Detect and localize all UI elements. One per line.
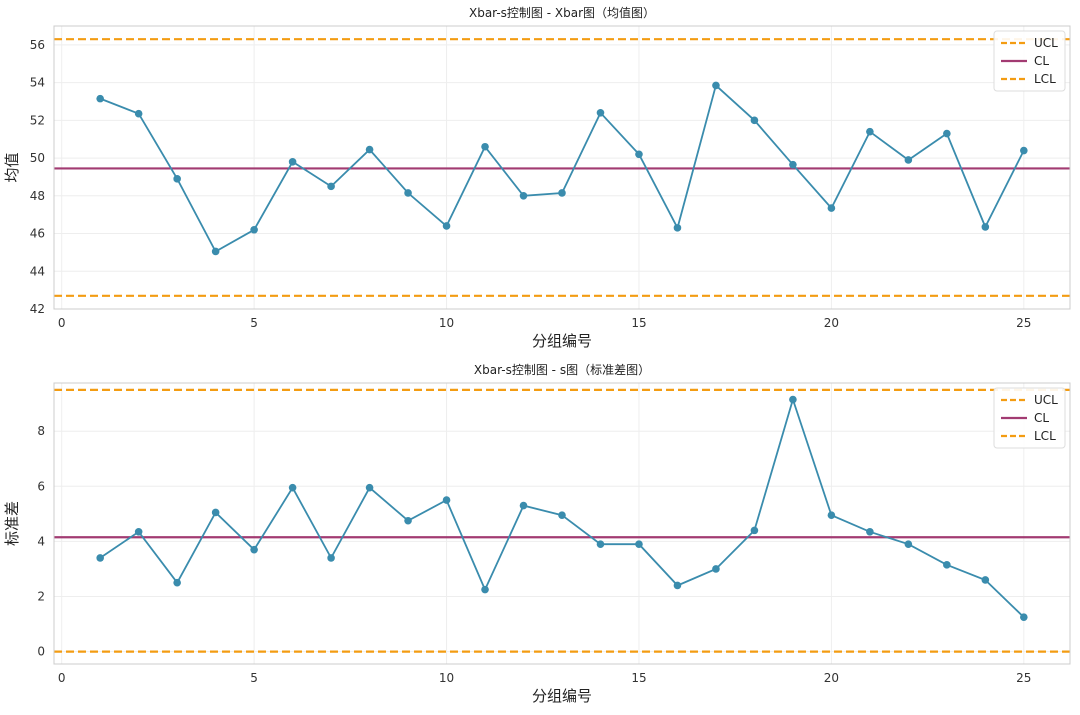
y-tick-label: 4 [37, 534, 45, 548]
data-point [789, 160, 797, 169]
data-point [789, 395, 797, 404]
y-axis-label: 标准差 [3, 501, 21, 546]
data-point [750, 526, 759, 535]
data-point [981, 223, 990, 231]
data-point [673, 581, 682, 590]
legend: UCL CL LCL [993, 387, 1066, 449]
x-tick-label: 0 [58, 316, 66, 330]
data-point [327, 554, 335, 562]
data-point [596, 540, 605, 548]
data-point [519, 192, 528, 200]
legend-label: UCL [1034, 393, 1058, 407]
data-point [904, 156, 913, 164]
y-tick-label: 44 [30, 264, 45, 278]
x-axis-label: 分组编号 [532, 332, 592, 350]
x-tick-label: 20 [824, 671, 839, 685]
data-point [827, 511, 836, 520]
data-point [134, 109, 143, 118]
data-point [904, 540, 913, 548]
x-axis-label: 分组编号 [532, 687, 592, 705]
data-point [943, 129, 951, 138]
data-point [519, 501, 528, 510]
y-tick-label: 48 [30, 189, 45, 203]
data-point [442, 496, 451, 504]
x-tick-label: 5 [250, 671, 258, 685]
legend-label: LCL [1034, 72, 1056, 86]
data-point [1020, 613, 1028, 621]
chart-panel-2: 0 5 10 15 20 25 0 2 4 6 8 Xbar-s控制图 - s图（标准差图） 分组编号 标… [3, 363, 1071, 705]
y-tick-label: 52 [30, 113, 45, 127]
x-tick-label: 25 [1016, 316, 1031, 330]
data-point [596, 108, 605, 117]
plot-frame [53, 25, 1071, 310]
data-point [981, 576, 990, 584]
y-tick-label: 54 [30, 76, 45, 90]
y-tick-label: 46 [30, 227, 45, 241]
data-point [365, 145, 374, 154]
x-tick-label: 15 [631, 316, 646, 330]
plot-area [54, 383, 1070, 664]
chart-title: Xbar-s控制图 - s图（标准差图） [474, 363, 650, 377]
data-point [211, 508, 220, 517]
data-point [750, 116, 759, 125]
data-point [827, 204, 836, 212]
legend-label: CL [1034, 54, 1049, 68]
legend-label: UCL [1034, 36, 1058, 50]
data-point [481, 585, 489, 594]
legend-box [993, 30, 1066, 92]
data-point [250, 225, 258, 234]
data-point [712, 565, 720, 573]
y-tick-label: 42 [30, 302, 45, 316]
data-point [211, 247, 220, 256]
data-point [96, 94, 104, 103]
y-tick-label: 2 [37, 590, 45, 604]
x-tick-label: 20 [824, 316, 839, 330]
x-tick-label: 25 [1016, 671, 1031, 685]
data-point [365, 483, 374, 492]
data-point [866, 527, 874, 536]
legend-label: CL [1034, 411, 1049, 425]
y-tick-label: 6 [37, 479, 45, 493]
data-point [673, 224, 682, 232]
chart-panel-1: 0 5 10 15 20 25 42 44 46 48 50 52 54 56 Xbar-s控制图 - Xb… [3, 5, 1071, 350]
y-tick-label: 0 [37, 645, 45, 659]
x-tick-label: 15 [631, 671, 646, 685]
data-point [943, 561, 951, 569]
data-point [288, 158, 297, 166]
x-tick-label: 5 [250, 316, 258, 330]
data-point [96, 554, 104, 562]
data-point [250, 545, 258, 554]
legend-box [993, 387, 1066, 449]
data-point [558, 511, 566, 520]
data-point [173, 175, 181, 183]
y-tick-label: 56 [30, 38, 45, 52]
data-point [866, 127, 874, 136]
data-point [404, 189, 412, 197]
data-point [712, 81, 720, 90]
y-axis-label: 均值 [3, 152, 21, 182]
x-tick-label: 10 [439, 316, 454, 330]
data-point [635, 150, 643, 159]
data-point [404, 516, 412, 525]
plot-frame [53, 382, 1071, 665]
data-point [288, 483, 297, 492]
legend-label: LCL [1034, 429, 1056, 443]
chart-title: Xbar-s控制图 - Xbar图（均值图） [469, 5, 655, 20]
y-tick-label: 8 [37, 424, 45, 438]
legend: UCL CL LCL [993, 30, 1066, 92]
data-point [1020, 146, 1028, 155]
data-point [173, 578, 181, 587]
data-point [558, 189, 566, 197]
data-point [442, 222, 451, 230]
x-tick-label: 10 [439, 671, 454, 685]
data-point [481, 142, 489, 151]
data-point [327, 182, 335, 191]
x-tick-label: 0 [58, 671, 66, 685]
y-tick-label: 50 [30, 151, 45, 165]
data-point [134, 527, 143, 536]
data-point [635, 540, 643, 548]
